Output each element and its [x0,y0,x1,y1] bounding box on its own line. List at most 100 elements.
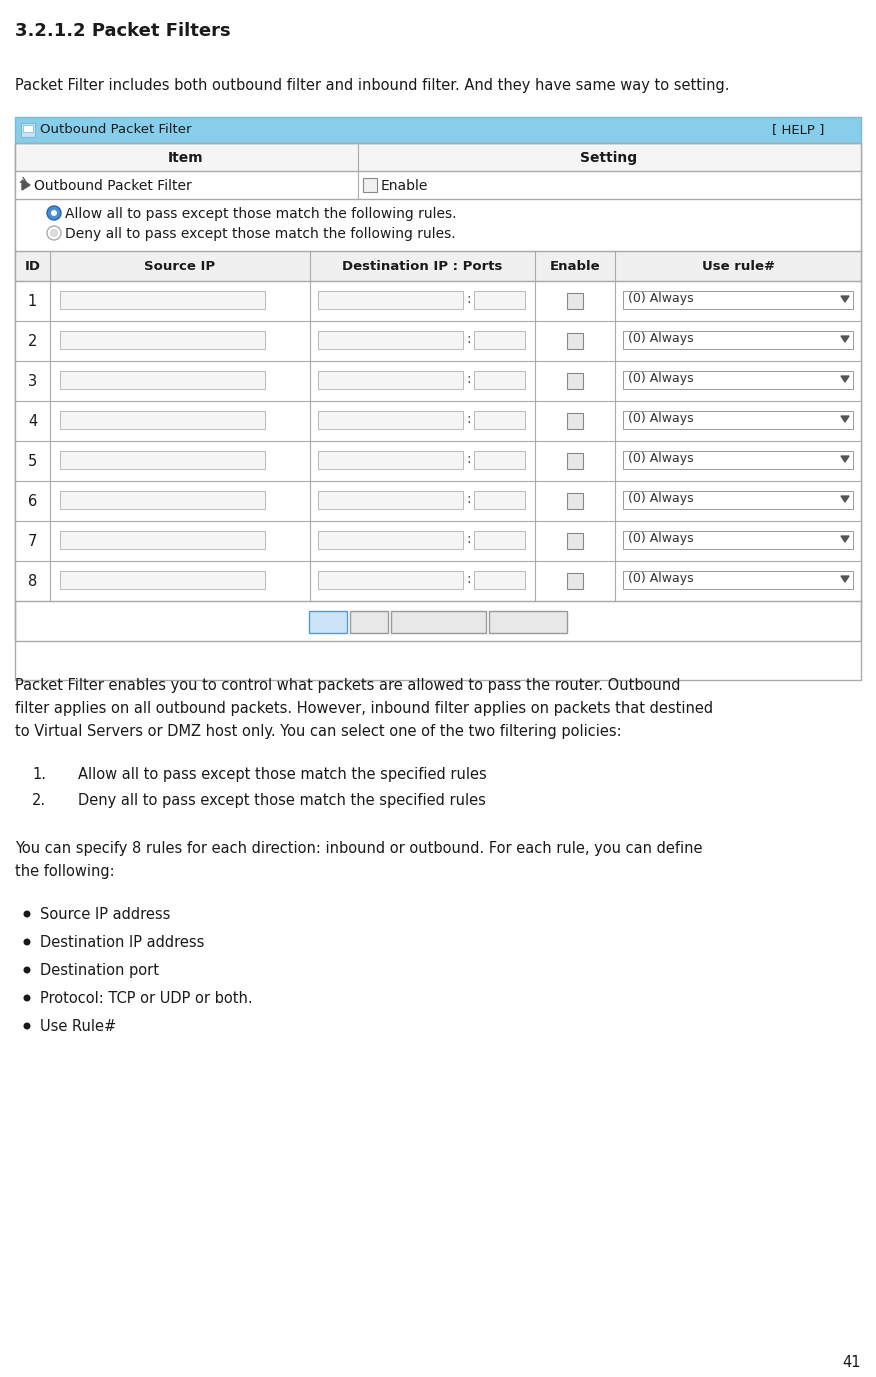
Bar [623,452,853,470]
Text: 5: 5 [28,454,37,470]
Bar [309,611,347,633]
Bar [60,370,265,388]
Bar [567,573,583,589]
Bar [15,143,861,680]
Polygon shape [841,576,849,582]
Text: ID: ID [25,260,40,273]
Text: Undo: Undo [353,616,385,629]
Circle shape [24,939,31,946]
Bar [567,333,583,348]
Polygon shape [841,416,849,421]
Bar [15,401,861,441]
Bar [15,117,861,143]
Bar [23,125,33,132]
Text: 1: 1 [28,295,37,308]
Bar [318,370,463,388]
Bar [318,291,463,308]
Circle shape [47,226,61,240]
Text: Destination IP : Ports: Destination IP : Ports [343,260,503,273]
Text: (0) Always: (0) Always [628,571,694,585]
Text: Deny all to pass except those match the following rules.: Deny all to pass except those match the … [65,227,456,241]
Polygon shape [841,456,849,463]
Circle shape [24,910,31,917]
Text: Deny all to pass except those match the specified rules: Deny all to pass except those match the … [78,793,486,808]
Text: Allow all to pass except those match the following rules.: Allow all to pass except those match the… [65,207,456,220]
Bar [60,291,265,308]
Text: :: : [466,372,470,386]
Bar [474,571,525,589]
Bar [15,560,861,600]
Text: [ HELP ]: [ HELP ] [772,123,824,136]
Text: Outbound Packet Filter: Outbound Packet Filter [40,123,192,136]
Bar [60,330,265,348]
Text: (0) Always: (0) Always [628,452,694,465]
Text: 3: 3 [28,375,37,388]
Bar [567,533,583,549]
Text: Save: Save [313,616,343,629]
Bar [474,410,525,430]
Text: :: : [466,452,470,465]
Bar [623,410,853,430]
Bar [15,143,861,642]
Text: Protocol: TCP or UDP or both.: Protocol: TCP or UDP or both. [40,991,252,1007]
Bar [60,532,265,549]
Text: (0) Always: (0) Always [628,412,694,425]
Text: Enable: Enable [381,179,428,193]
Bar [15,481,861,521]
Text: the following:: the following: [15,863,115,879]
Polygon shape [841,376,849,381]
Bar [350,611,388,633]
Polygon shape [841,536,849,543]
Bar [60,410,265,430]
Circle shape [24,1023,31,1030]
Bar [21,123,35,136]
Text: :: : [466,492,470,505]
Circle shape [51,211,57,216]
Bar [623,370,853,388]
Bar [474,492,525,509]
Text: (0) Always: (0) Always [628,292,694,304]
Bar [567,453,583,470]
Text: 41: 41 [843,1355,861,1370]
Text: Inbound Filter: Inbound Filter [396,616,482,629]
Bar [567,413,583,430]
Text: MAC Level: MAC Level [496,616,561,629]
Text: filter applies on all outbound packets. However, inbound filter applies on packe: filter applies on all outbound packets. … [15,701,713,716]
Circle shape [24,994,31,1001]
Bar [567,493,583,509]
Bar [489,611,567,633]
Text: 2.: 2. [32,793,46,808]
Bar [15,321,861,361]
Bar [15,361,861,401]
Polygon shape [841,296,849,302]
Text: Outbound Packet Filter: Outbound Packet Filter [34,179,192,193]
Bar [60,571,265,589]
Text: 6: 6 [28,494,37,509]
Bar [15,143,861,171]
Bar [623,291,853,308]
Text: 4: 4 [28,414,37,430]
Bar [60,492,265,509]
Bar [15,521,861,560]
Bar [318,410,463,430]
Bar [623,571,853,589]
Text: Packet Filter enables you to control what packets are allowed to pass the router: Packet Filter enables you to control wha… [15,677,681,693]
Text: Destination IP address: Destination IP address [40,935,204,950]
Text: 2: 2 [28,335,37,348]
Bar [567,373,583,388]
Bar [318,452,463,470]
Bar [623,492,853,509]
Bar [318,492,463,509]
Circle shape [24,967,31,974]
Text: 7: 7 [28,534,37,549]
Text: :: : [466,292,470,306]
Polygon shape [841,496,849,503]
Bar [318,532,463,549]
Text: Source IP: Source IP [145,260,215,273]
Text: 8: 8 [28,574,37,589]
Text: Use Rule#: Use Rule# [40,1019,117,1034]
Bar [567,293,583,308]
Bar [15,441,861,481]
Text: :: : [466,412,470,425]
Bar [318,330,463,348]
